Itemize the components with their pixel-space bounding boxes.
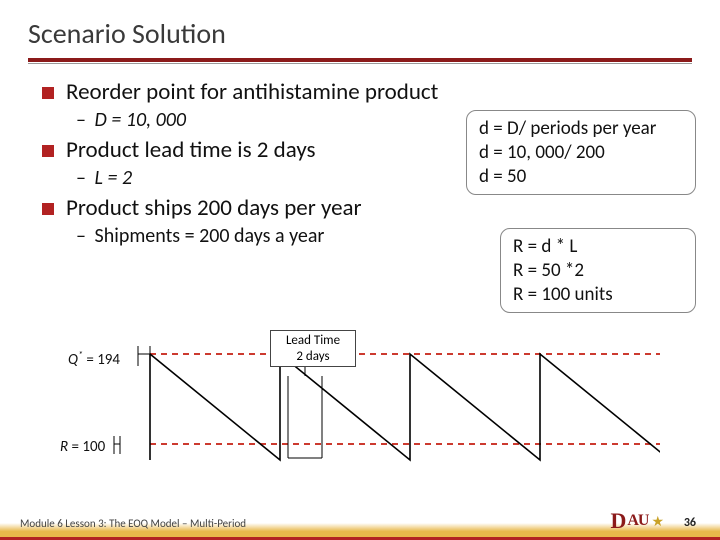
footer-text: Module 6 Lesson 3: The EOQ Model – Multi…	[20, 517, 246, 530]
calc-r-line1: R = d * L	[513, 235, 683, 259]
calc-box-r: R = d * L R = 50 *2 R = 100 units	[500, 228, 696, 313]
slide-title: Scenario Solution	[28, 16, 226, 51]
bullet-3-text: Product ships 200 days per year	[66, 194, 362, 222]
calc-d-line2: d = 10, 000/ 200	[479, 141, 683, 165]
bullet-1-sub-text: D = 10, 000	[95, 108, 187, 132]
calc-r-line2: R = 50 *2	[513, 259, 683, 283]
slide: Scenario Solution Reorder point for anti…	[0, 0, 720, 540]
diagram-svg	[60, 326, 660, 466]
calc-r-line3: R = 100 units	[513, 283, 683, 307]
bullet-3: Product ships 200 days per year	[42, 194, 682, 222]
bullet-2-text: Product lead time is 2 days	[66, 136, 316, 164]
logo-d: D	[610, 508, 626, 534]
calc-d-line3: d = 50	[479, 165, 683, 189]
bullet-2-sub-text: L = 2	[95, 166, 133, 190]
bullet-1: Reorder point for antihistamine product	[42, 78, 682, 106]
star-icon: ★	[651, 513, 664, 530]
sawtooth-diagram	[60, 326, 660, 466]
lead-time-line2: 2 days	[271, 349, 355, 365]
page-number: 36	[684, 516, 696, 530]
title-rule	[28, 58, 692, 62]
lead-time-box: Lead Time 2 days	[270, 330, 356, 367]
bullet-square-icon	[42, 145, 54, 157]
calc-box-d: d = D/ periods per year d = 10, 000/ 200…	[466, 110, 696, 195]
calc-d-line1: d = D/ periods per year	[479, 117, 683, 141]
lead-time-line1: Lead Time	[271, 333, 355, 349]
bullet-1-text: Reorder point for antihistamine product	[66, 78, 438, 106]
bullet-square-icon	[42, 87, 54, 99]
dau-logo: D AU ★	[610, 508, 664, 534]
logo-au: AU	[627, 512, 648, 530]
bullet-3-sub-text: Shipments = 200 days a year	[95, 224, 325, 248]
bullet-square-icon	[42, 203, 54, 215]
